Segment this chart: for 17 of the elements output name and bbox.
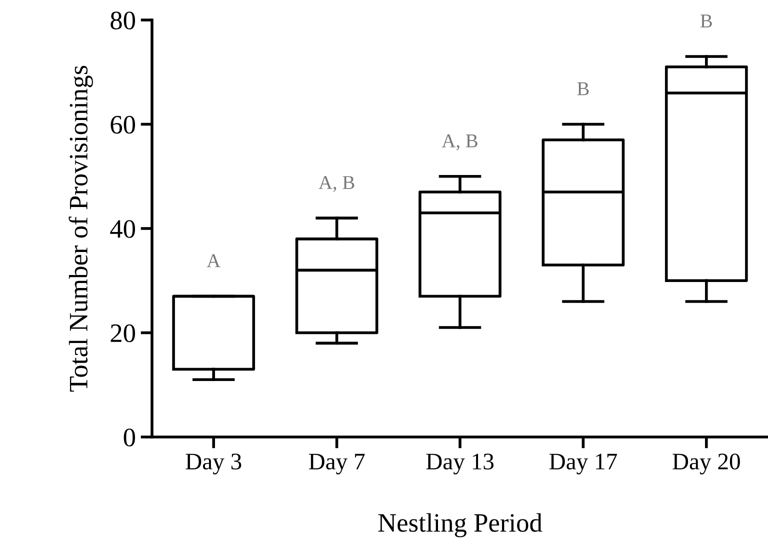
y-tick-label: 40	[110, 220, 136, 238]
x-tick-label: Day 3	[186, 454, 242, 474]
x-tick-label: Day 13	[426, 454, 494, 474]
x-tick-label: Day 17	[549, 454, 617, 474]
x-tick-label: Day 7	[308, 454, 365, 474]
y-tick-label: 60	[110, 116, 136, 134]
annotation: B	[700, 14, 712, 28]
annotation: A	[206, 254, 220, 268]
y-tick-label: 0	[124, 428, 136, 446]
x-axis-title: Nestling Period	[378, 513, 542, 538]
y-axis-title: Total Number of Provisionings	[68, 66, 93, 392]
y-tick-label: 80	[110, 12, 136, 30]
y-tick-label: 20	[110, 324, 136, 342]
annotation: A, B	[442, 134, 478, 150]
annotation: A, B	[318, 176, 354, 192]
annotation: B	[577, 82, 589, 96]
x-tick-label: Day 20	[672, 454, 740, 474]
